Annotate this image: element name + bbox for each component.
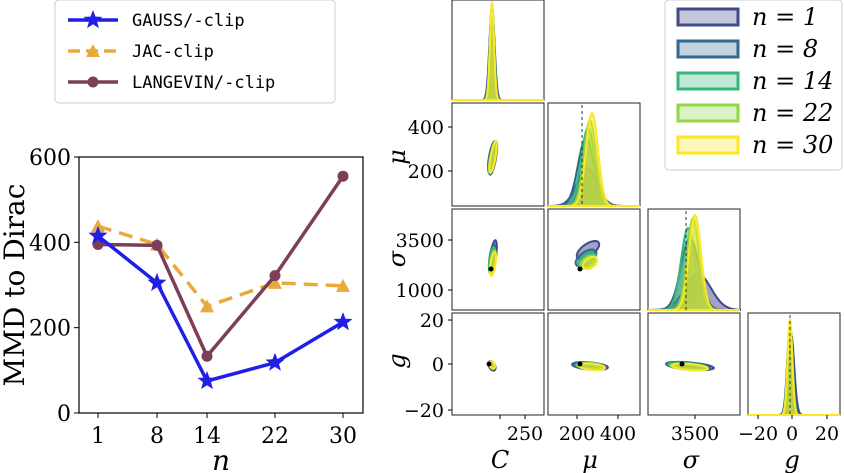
line-xtick-label: 30 — [329, 424, 357, 449]
line-ytick-label: 0 — [57, 402, 71, 427]
corner-legend-swatch — [676, 7, 740, 27]
panel-mu-sigma — [547, 208, 641, 311]
data-point — [88, 225, 108, 244]
line-ytick-label: 600 — [29, 146, 71, 171]
c-mu-contour — [488, 140, 498, 174]
c-marginal-density — [452, 1, 544, 101]
data-point — [151, 239, 163, 251]
legend-entry: JAC-clip — [68, 42, 214, 62]
data-point — [333, 312, 353, 331]
legend-label: JAC-clip — [132, 42, 214, 62]
g-ytick: 0 — [432, 354, 444, 376]
panel-mu-g — [547, 312, 641, 416]
corner-legend-entry: n = 1 — [676, 3, 818, 31]
corner-legend-label: n = 8 — [752, 35, 818, 63]
sigma-marginal-density — [648, 213, 740, 311]
g-ytick: −20 — [404, 400, 444, 422]
line-xtick-label: 1 — [91, 424, 105, 449]
data-point — [336, 278, 350, 292]
g-xtick: 0 — [786, 423, 798, 445]
line-xtick-label: 8 — [150, 424, 164, 449]
corner-legend-frame — [664, 0, 843, 171]
legend-marker — [86, 44, 100, 57]
mu-ytick: 200 — [408, 161, 444, 183]
data-point — [268, 275, 282, 289]
series-gauss-clip — [88, 225, 353, 390]
panel-sigma-g — [647, 312, 741, 416]
mu-ytick: 400 — [408, 117, 444, 139]
corner-legend-entry: n = 30 — [676, 131, 833, 159]
mu-marginal-density — [548, 111, 640, 207]
c-xtick: 250 — [507, 423, 543, 445]
line-legend: GAUSS/-clip JAC-clip LANGEVIN/-clip — [54, 0, 336, 104]
g-xtick: 20 — [815, 423, 839, 445]
line-xtick-label: 22 — [261, 424, 289, 449]
g-xtick: −20 — [738, 423, 778, 445]
data-point — [91, 219, 105, 233]
sigma-ytick: 1000 — [396, 280, 444, 302]
legend-marker — [83, 10, 103, 29]
line-xtick-label: 14 — [193, 424, 221, 449]
legend-entry: GAUSS/-clip — [68, 10, 245, 31]
param-label-mu-x: μ — [582, 446, 598, 473]
panel-c-mu — [451, 102, 545, 207]
line-ylabel: MMD to Dirac — [0, 184, 31, 387]
line-xlabel: n — [212, 444, 230, 473]
param-label-g-y: g — [383, 353, 411, 368]
mu-xtick: 400 — [600, 423, 636, 445]
data-point — [147, 272, 167, 291]
c-sigma-truth — [488, 266, 494, 272]
param-label-g-x: g — [784, 446, 799, 473]
param-label-sigma-y: σ — [383, 250, 411, 267]
corner-legend-swatch — [676, 39, 740, 59]
c-marginal-density — [452, 1, 544, 101]
mu-g-truth — [577, 361, 583, 367]
corner-legend-swatch — [676, 135, 740, 155]
line-ytick-label: 400 — [29, 231, 71, 256]
c-marginal-density — [452, 7, 544, 101]
panel-c-g — [451, 312, 545, 416]
line-ytick-label: 200 — [29, 317, 71, 342]
line-legend-frame — [54, 0, 336, 104]
sigma-xtick: 3500 — [671, 423, 719, 445]
data-point — [201, 350, 213, 362]
legend-marker — [87, 76, 99, 88]
corner-legend-entry: n = 8 — [676, 35, 818, 63]
mu-xtick: 200 — [559, 423, 595, 445]
mu-sigma-truth — [577, 266, 583, 272]
param-label-mu-y: μ — [383, 149, 411, 165]
g-marginal-density — [748, 318, 840, 416]
sigma-g-truth — [679, 361, 685, 367]
param-label-c: C — [491, 446, 509, 473]
c-g-truth — [486, 361, 492, 367]
corner-legend-swatch — [676, 71, 740, 91]
legend-label: LANGEVIN/-clip — [132, 73, 275, 93]
data-point — [269, 270, 281, 282]
legend-label: GAUSS/-clip — [132, 11, 245, 31]
corner-legend-swatch — [676, 103, 740, 123]
series-langevin-clip — [92, 170, 349, 362]
sigma-ytick: 3500 — [396, 230, 444, 252]
panel-c-marginal — [451, 0, 545, 101]
data-point — [200, 299, 214, 313]
corner-legend-entry: n = 14 — [676, 67, 833, 95]
corner-legend: n = 1 n = 8 n = 14 n = 22 n = 30 — [664, 0, 843, 171]
corner-legend-label: n = 30 — [752, 131, 833, 159]
data-point — [197, 371, 217, 390]
corner-legend-label: n = 22 — [752, 99, 833, 127]
legend-entry: LANGEVIN/-clip — [68, 73, 275, 93]
corner-legend-entry: n = 22 — [676, 99, 833, 127]
data-point — [265, 352, 285, 371]
param-label-sigma-x: σ — [683, 446, 700, 473]
corner-legend-label: n = 1 — [752, 3, 818, 31]
panel-c-sigma — [451, 208, 545, 311]
mu-sigma-contour — [581, 255, 599, 271]
line-plot-frame — [78, 156, 364, 414]
data-point — [337, 170, 349, 182]
corner-legend-label: n = 14 — [752, 67, 833, 95]
g-ytick: 20 — [420, 310, 444, 332]
